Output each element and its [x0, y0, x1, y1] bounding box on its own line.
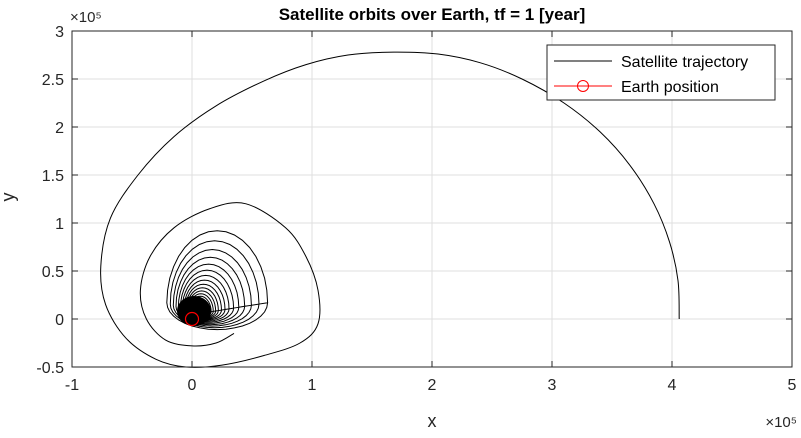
- x-tick-label: 2: [428, 377, 437, 394]
- x-tick-label: 0: [188, 377, 197, 394]
- y-axis-exponent: ×10⁵: [70, 9, 102, 26]
- axis-ticks: -1 0 1 2 3 4 5 -0.5 0 0.5 1 1.5 2 2.5 3: [36, 24, 796, 394]
- y-tick-label: 2.5: [42, 72, 64, 89]
- plot-data: [100, 51, 680, 368]
- chart-title: Satellite orbits over Earth, tf = 1 [yea…: [279, 5, 586, 24]
- axes-box: [71, 30, 793, 368]
- y-tick-label: 1: [55, 216, 64, 233]
- earth-position-marker: [184, 311, 200, 327]
- legend-trajectory-label: Satellite trajectory: [621, 54, 748, 71]
- x-tick-label: -1: [65, 377, 79, 394]
- y-tick-label: 0.5: [42, 264, 64, 281]
- y-tick-label: 3: [55, 24, 64, 41]
- y-tick-label: 1.5: [42, 168, 64, 185]
- legend: Satellite trajectory Earth position: [546, 44, 776, 101]
- satellite-spiral-core: [177, 296, 211, 326]
- x-tick-label: 4: [668, 377, 677, 394]
- x-axis-label: x: [428, 411, 437, 431]
- x-tick-label: 5: [788, 377, 797, 394]
- satellite-trajectory-line: [100, 51, 680, 368]
- legend-earth-marker: [577, 80, 589, 92]
- x-axis-exponent: ×10⁵: [765, 414, 797, 431]
- y-tick-label: 2: [55, 120, 64, 137]
- legend-earth-label: Earth position: [621, 79, 719, 96]
- x-tick-label: 3: [548, 377, 557, 394]
- x-tick-label: 1: [308, 377, 317, 394]
- y-tick-label: -0.5: [36, 360, 64, 377]
- y-tick-label: 0: [55, 312, 64, 329]
- y-axis-label: y: [0, 193, 18, 202]
